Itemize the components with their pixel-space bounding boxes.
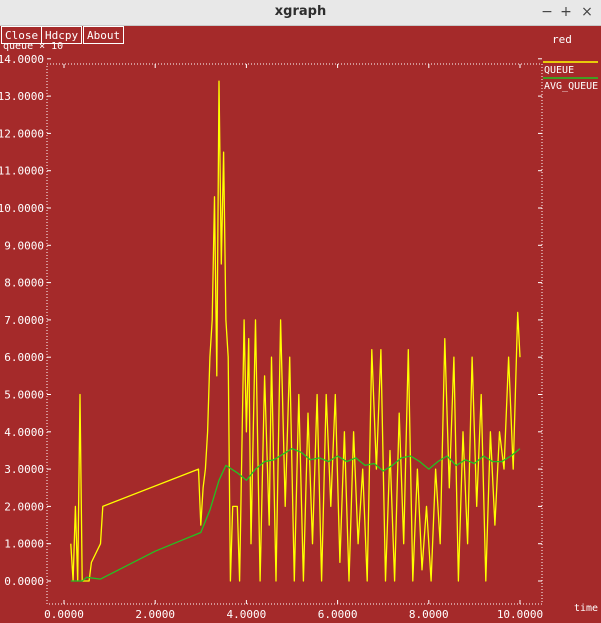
x-tick-label: 10.0000 [497, 608, 543, 621]
close-window-icon[interactable]: × [581, 4, 593, 20]
x-tick-label: 8.0000 [409, 608, 449, 621]
y-tick-label: 9.0000 [4, 239, 44, 252]
y-axis: 14.0000 13.0000 12.0000 11.0000 10.0000 9.000… [0, 53, 542, 588]
y-tick-label: 6.0000 [4, 351, 44, 364]
minimize-icon[interactable]: − [541, 4, 553, 20]
y-tick-label: 11.0000 [0, 165, 44, 178]
chart: red queue × 10⁻ time 14.0000 13.0000 12.00… [0, 33, 598, 621]
y-tick-label: 7.0000 [4, 314, 44, 327]
legend-label: QUEUE [544, 65, 574, 76]
x-axis-label: time [574, 603, 598, 614]
x-tick-label: 4.0000 [227, 608, 267, 621]
y-tick-label: 8.0000 [4, 277, 44, 290]
y-tick-label: 2.0000 [4, 500, 44, 513]
x-tick-label: 2.0000 [135, 608, 175, 621]
y-tick-label: 12.0000 [0, 127, 44, 140]
legend: QUEUE AVG_QUEUE [543, 61, 598, 92]
maximize-icon[interactable]: + [560, 4, 572, 20]
y-tick-label: 10.0000 [0, 202, 44, 215]
window-titlebar[interactable]: xgraph − + × [0, 0, 601, 26]
y-tick-label: 1.0000 [4, 538, 44, 551]
hdcpy-button[interactable]: Hdcpy [41, 26, 83, 44]
x-tick-label: 0.0000 [44, 608, 84, 621]
graph-title: red [552, 33, 572, 46]
plot-area: Close Hdcpy About red queue × 10⁻ time 1… [0, 26, 601, 623]
y-tick-label: 14.0000 [0, 53, 44, 66]
about-button[interactable]: About [83, 26, 125, 44]
y-tick-label: 5.0000 [4, 389, 44, 402]
x-axis: 0.0000 2.0000 4.0000 6.0000 8.0000 10.0000 [44, 64, 543, 621]
y-tick-label: 0.0000 [4, 575, 44, 588]
series-line-avg-queue [70, 447, 521, 582]
series-line-queue [70, 80, 521, 582]
legend-label: AVG_QUEUE [544, 81, 598, 92]
y-tick-label: 4.0000 [4, 426, 44, 439]
y-axis-label: queue × 10⁻ [3, 41, 69, 52]
window-title: xgraph [274, 4, 327, 19]
y-tick-label: 3.0000 [4, 463, 44, 476]
series-layer [70, 80, 521, 582]
x-tick-label: 6.0000 [318, 608, 358, 621]
plot-frame [46, 63, 543, 605]
y-tick-label: 13.0000 [0, 90, 44, 103]
